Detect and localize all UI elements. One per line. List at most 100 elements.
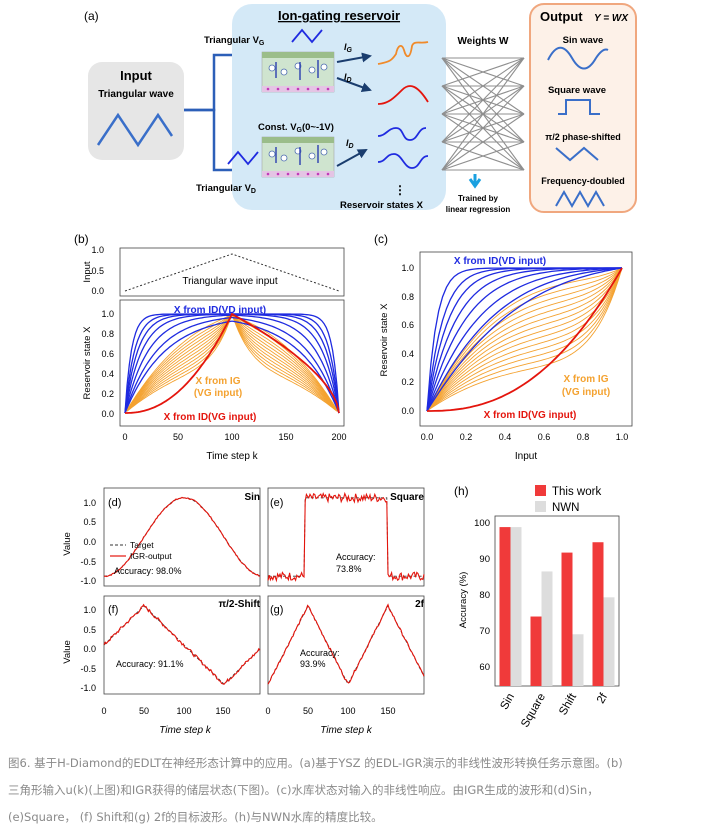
id-label-bottom: ID bbox=[346, 138, 354, 150]
weight-edge bbox=[441, 57, 525, 115]
id-wave-red-icon bbox=[377, 85, 429, 105]
freq-wave-icon bbox=[555, 189, 605, 209]
panel-c-xtick-5: 0.8 bbox=[577, 432, 590, 442]
panel-b-legend-orange-2: (VG input) bbox=[194, 388, 242, 399]
weights-network bbox=[441, 57, 525, 171]
const-label: Const. VG(0~-1V) bbox=[258, 122, 334, 134]
output-sin-label: Sin wave bbox=[563, 35, 604, 46]
panel-b-top-ylabel: Input bbox=[82, 261, 93, 282]
bar-this-work-shift bbox=[561, 552, 573, 686]
panel-e-title: Square bbox=[390, 492, 424, 503]
panel-f-output-line bbox=[103, 603, 261, 685]
panel-c-xtick-3: 0.4 bbox=[499, 432, 512, 442]
panel-b-legend-red: X from ID(VG input) bbox=[164, 412, 257, 423]
panel-g-accuracy-1: Accuracy: bbox=[300, 648, 340, 658]
output-freq-label: Frequency-doubled bbox=[541, 176, 625, 186]
panel-c-label: (c) bbox=[374, 232, 388, 246]
panel-c-curves bbox=[426, 267, 623, 412]
panel-h-label: (h) bbox=[454, 484, 469, 498]
orange-curve bbox=[426, 267, 623, 412]
panel-b-top-ytick-1: 1.0 bbox=[91, 245, 104, 255]
bar-nwn-sin bbox=[510, 527, 522, 686]
ig-wave-icon bbox=[377, 41, 429, 65]
orange-curve bbox=[426, 267, 623, 412]
panel-c-xtick-4: 0.6 bbox=[538, 432, 551, 442]
panel-h-category-label: Sin bbox=[498, 692, 517, 712]
panel-b-ytick-4: 0.4 bbox=[101, 369, 114, 379]
orange-curve bbox=[426, 267, 623, 412]
panel-d-ytick-2: 0.5 bbox=[83, 517, 96, 527]
output-shift-label: π/2 phase-shifted bbox=[545, 132, 620, 142]
panel-b: (b) 1.0 0.5 0.0 Input Triangular wave in… bbox=[74, 232, 347, 462]
panel-b-ytick-1: 1.0 bbox=[101, 309, 114, 319]
panel-e-frame bbox=[267, 487, 425, 587]
panel-c-frame bbox=[419, 251, 633, 427]
panel-b-ytick-2: 0.8 bbox=[101, 329, 114, 339]
bar-this-work-2f bbox=[592, 542, 604, 686]
panel-e-accuracy-2: 73.8% bbox=[336, 564, 362, 574]
panel-f-xtick-2: 50 bbox=[139, 706, 149, 716]
panel-h-ytick-4: 70 bbox=[479, 626, 490, 637]
panel-h-category-label: Shift bbox=[557, 691, 579, 718]
output-square-label: Square wave bbox=[548, 85, 606, 96]
training-arrow-icon bbox=[468, 174, 482, 189]
panel-c-ytick-4: 0.4 bbox=[401, 349, 414, 359]
panel-d-ytick-3: 0.0 bbox=[83, 537, 96, 547]
red-curve bbox=[125, 312, 340, 414]
panel-b-legend-blue: X from ID(VD input) bbox=[174, 305, 266, 316]
output-title: Output bbox=[540, 9, 583, 24]
orange-curve bbox=[426, 267, 623, 412]
panel-f-accuracy: Accuracy: 91.1% bbox=[116, 659, 184, 669]
drain-triangle-icon bbox=[227, 150, 259, 166]
legend-target-label: Target bbox=[130, 540, 154, 550]
id-label-top: ID bbox=[344, 72, 352, 84]
panel-h-ytick-5: 60 bbox=[479, 662, 490, 673]
panel-f-ytick-2: 0.5 bbox=[83, 625, 96, 635]
blue-curve bbox=[426, 267, 623, 412]
panel-c: (c) 1.0 0.8 0.6 0.4 0.2 0.0 0.0 0.2 0.4 … bbox=[374, 232, 633, 462]
weight-edge bbox=[441, 57, 525, 171]
orange-curve bbox=[426, 267, 623, 412]
panel-d-accuracy: Accuracy: 98.0% bbox=[114, 566, 182, 576]
panel-b-top-ytick-3: 0.0 bbox=[91, 286, 104, 296]
gate-triangle-icon bbox=[291, 28, 323, 44]
device-image-top bbox=[261, 51, 335, 93]
output-box bbox=[529, 3, 637, 213]
blue-curve bbox=[124, 320, 340, 414]
panel-b-top-ytick-2: 0.5 bbox=[91, 266, 104, 276]
panel-d-ytick-1: 1.0 bbox=[83, 498, 96, 508]
reservoir-wave-2-icon bbox=[377, 153, 429, 169]
panel-e-accuracy-1: Accuracy: bbox=[336, 552, 376, 562]
reservoir-title: Ion-gating reservoir bbox=[278, 8, 400, 23]
panel-c-ytick-1: 1.0 bbox=[401, 263, 414, 273]
panel-f-xlabel: Time step k bbox=[159, 725, 212, 736]
panel-h-category-label: 2f bbox=[595, 691, 611, 706]
trained-line-2: linear regression bbox=[446, 205, 511, 214]
panel-c-legend-red: X from ID(VG input) bbox=[484, 410, 577, 421]
panel-g-title: 2f bbox=[415, 599, 425, 610]
weight-edge bbox=[441, 113, 525, 171]
panel-g-frame bbox=[267, 595, 425, 695]
square-wave-icon bbox=[558, 99, 600, 115]
panel-b-xlabel: Time step k bbox=[206, 451, 258, 462]
panel-c-xlabel: Input bbox=[515, 451, 537, 462]
caption-line-2: 三角形输入u(k)(上图)和IGR获得的储层状态(下图)。(c)水库状态对输入的… bbox=[8, 783, 599, 797]
weight-edge bbox=[441, 57, 525, 87]
panel-f-ytick-3: 0.0 bbox=[83, 644, 96, 654]
legend-nwn-swatch bbox=[535, 501, 546, 512]
bar-nwn-shift bbox=[572, 634, 584, 686]
panel-f-xtick-1: 0 bbox=[101, 706, 106, 716]
bar-nwn-square bbox=[541, 571, 553, 686]
legend-this-work-label: This work bbox=[552, 486, 601, 498]
bar-this-work-sin bbox=[499, 527, 511, 686]
panel-b-ytick-5: 0.2 bbox=[101, 389, 114, 399]
panel-f-label: (f) bbox=[108, 604, 118, 616]
blue-curve bbox=[426, 267, 623, 412]
panel-b-input-frame bbox=[119, 247, 345, 297]
panel-d-frame bbox=[103, 487, 261, 587]
weight-edge bbox=[441, 85, 525, 171]
orange-curve bbox=[426, 267, 623, 412]
panel-d-label: (d) bbox=[108, 497, 121, 509]
tri-vd-label: Triangular VD bbox=[196, 183, 256, 195]
ig-arrow bbox=[336, 52, 372, 63]
